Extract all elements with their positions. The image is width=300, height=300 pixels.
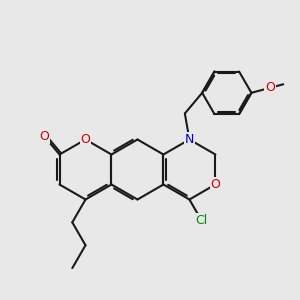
Text: O: O [211,178,220,191]
Text: N: N [185,133,194,146]
Text: O: O [81,133,90,146]
Text: O: O [265,81,275,94]
Text: O: O [40,130,50,143]
Text: Cl: Cl [196,214,208,227]
